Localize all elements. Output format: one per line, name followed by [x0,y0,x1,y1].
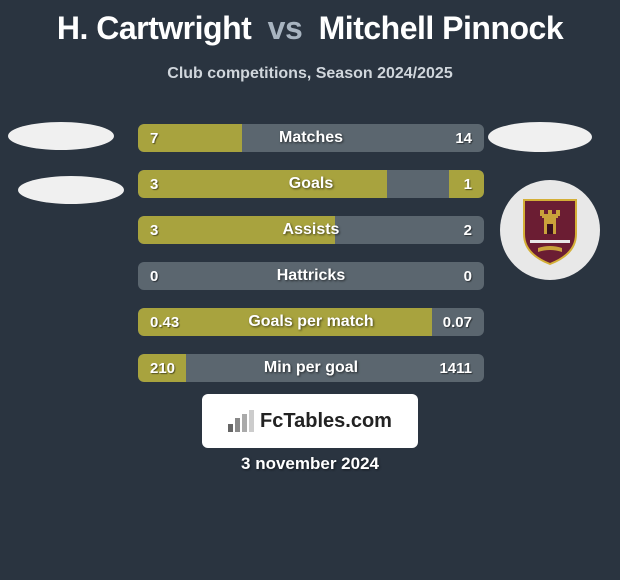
comparison-bars: 7 Matches 14 3 Goals 1 3 Assists 2 0 Hat… [138,124,484,382]
bar-value-right: 0.07 [443,308,472,336]
bar-value-right: 2 [464,216,472,244]
bar-metric-label: Assists [138,216,484,244]
club-crest-icon [520,194,580,266]
source-logo-box: FcTables.com [202,394,418,448]
bar-metric-label: Goals per match [138,308,484,336]
bar-row: 210 Min per goal 1411 [138,354,484,382]
player1-avatar-placeholder-1 [8,122,114,150]
player1-avatar-placeholder-2 [18,176,124,204]
club-badge-circle [500,180,600,280]
fctables-text: FcTables.com [260,410,392,433]
bar-metric-label: Goals [138,170,484,198]
player2-avatar-placeholder [488,122,592,152]
comparison-title: H. Cartwright vs Mitchell Pinnock [0,0,620,47]
bar-metric-label: Hattricks [138,262,484,290]
subtitle: Club competitions, Season 2024/2025 [0,65,620,83]
bar-value-right: 1411 [439,354,472,382]
bar-row: 3 Assists 2 [138,216,484,244]
vs-label: vs [260,10,311,46]
bar-row: 3 Goals 1 [138,170,484,198]
snapshot-date: 3 november 2024 [0,454,620,474]
bar-row: 0.43 Goals per match 0.07 [138,308,484,336]
bar-metric-label: Matches [138,124,484,152]
bar-value-right: 1 [464,170,472,198]
bar-row: 0 Hattricks 0 [138,262,484,290]
player1-name: H. Cartwright [57,10,251,46]
bar-value-right: 14 [455,124,472,152]
bar-metric-label: Min per goal [138,354,484,382]
bar-row: 7 Matches 14 [138,124,484,152]
player2-name: Mitchell Pinnock [319,10,563,46]
fctables-logo: FcTables.com [228,410,392,433]
bars-icon [228,410,254,432]
bar-value-right: 0 [464,262,472,290]
